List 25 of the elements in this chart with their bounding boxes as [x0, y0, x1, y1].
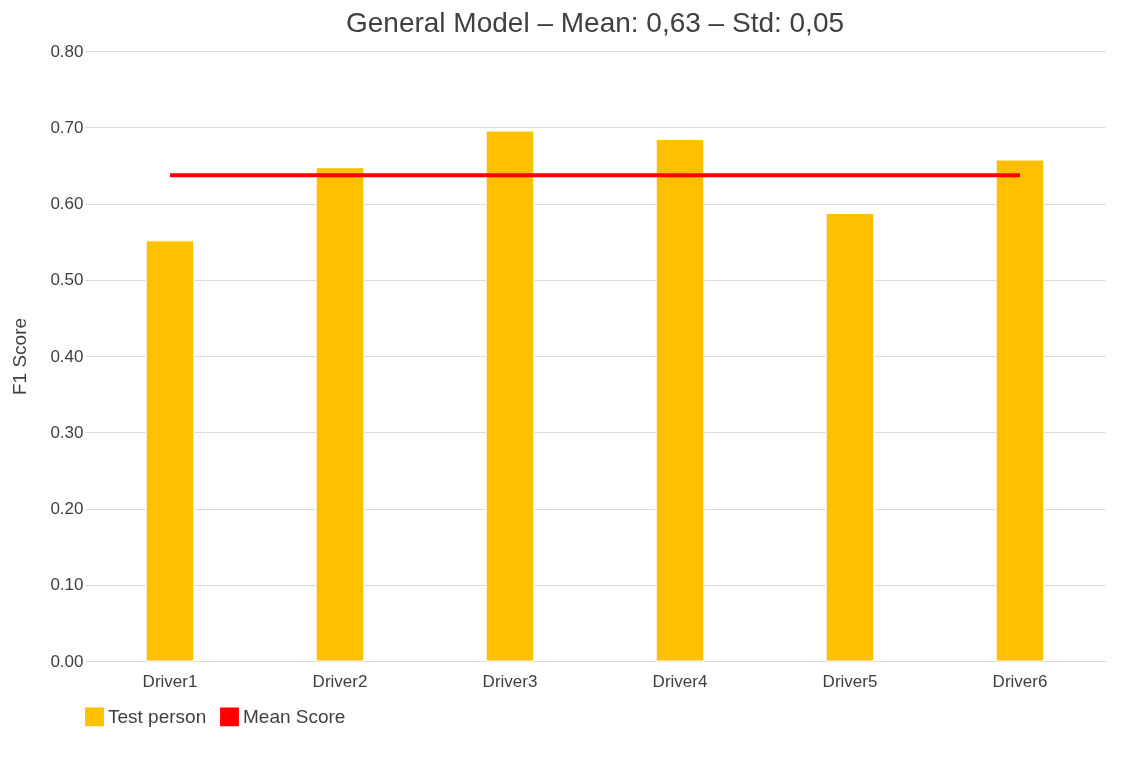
- bar: [655, 138, 705, 662]
- bar: [825, 212, 875, 662]
- y-tick-label: 0.10: [50, 575, 84, 595]
- legend-label: Test person: [108, 705, 207, 727]
- x-tick-label: Driver5: [822, 671, 878, 691]
- legend-label: Mean Score: [243, 705, 346, 727]
- y-tick-label: 0.70: [50, 117, 84, 137]
- y-tick-label: 0.50: [50, 270, 84, 290]
- bar: [145, 240, 195, 662]
- bar: [315, 167, 365, 662]
- y-axis-title: F1 Score: [9, 317, 31, 396]
- x-tick-label: Driver2: [312, 671, 368, 691]
- y-tick-label: 0.80: [50, 41, 84, 61]
- x-tick-label: Driver3: [482, 671, 538, 691]
- y-tick-label: 0.30: [50, 422, 84, 442]
- y-tick-label: 0.00: [50, 651, 84, 671]
- bar: [995, 159, 1045, 662]
- x-tick-label: Driver6: [992, 671, 1048, 691]
- x-tick-label: Driver4: [652, 671, 708, 691]
- y-tick-label: 0.40: [50, 346, 84, 366]
- y-tick-label: 0.60: [50, 194, 84, 213]
- x-tick-label: Driver1: [142, 671, 198, 691]
- chart-title: General Model – Mean: 0,63 – Std: 0,05: [345, 7, 845, 38]
- y-tick-label: 0.20: [50, 499, 84, 518]
- bar: [485, 130, 535, 662]
